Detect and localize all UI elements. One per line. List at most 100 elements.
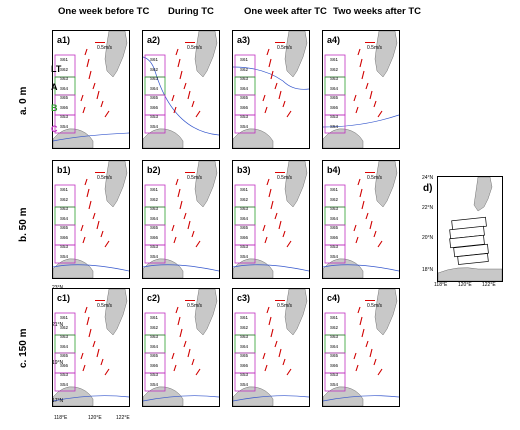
panel-map xyxy=(53,161,129,278)
station-label: S64 xyxy=(150,215,159,221)
panel-a3: a3) 0.5m/s S61 S62 S63 S64 S65 S66 S53 S54 xyxy=(232,30,310,149)
scale-arrow xyxy=(185,300,195,301)
row-label-150m: c. 150 m xyxy=(18,328,29,368)
station-label: S62 xyxy=(330,196,339,202)
station-label: S54 xyxy=(330,381,339,387)
station-label: S63 xyxy=(60,334,69,339)
scale-label: 0.5m/s xyxy=(187,303,203,309)
scale-arrow xyxy=(95,42,105,43)
station-label: S66 xyxy=(150,104,159,110)
scale-arrow xyxy=(95,300,105,301)
scale-label: 0.5m/s xyxy=(277,175,293,181)
station-label: S64 xyxy=(60,215,69,221)
station-label: S64 xyxy=(60,343,69,349)
station-label: S53 xyxy=(330,372,339,377)
panel-label: a4) xyxy=(327,35,341,45)
station-label: S66 xyxy=(60,362,69,368)
panel-map xyxy=(233,31,309,148)
station-label: S63 xyxy=(240,206,249,211)
station-label: S61 xyxy=(150,187,159,192)
station-label: S54 xyxy=(240,381,249,387)
panel-d-label: d) xyxy=(423,183,433,194)
station-label: S62 xyxy=(240,66,249,72)
panel-a4: a4) 0.5m/s S61 S62 S63 S64 S65 S66 S53 S54 xyxy=(322,30,400,149)
scale-arrow xyxy=(365,172,375,173)
station-label: S66 xyxy=(240,104,249,110)
station-label: S61 xyxy=(240,187,249,192)
station-label: S61 xyxy=(330,315,339,320)
panel-label: a1) xyxy=(57,35,71,45)
station-label: S65 xyxy=(240,95,249,100)
station-label: S53 xyxy=(330,114,339,119)
station-label: S64 xyxy=(330,343,339,349)
station-label: S65 xyxy=(60,353,69,358)
d-lat-22: 22°N xyxy=(422,205,434,211)
panel-c2: c2) 0.5m/s S61 S62 S63 S64 S65 S66 S53 S54 xyxy=(142,288,220,407)
station-label: S63 xyxy=(150,206,159,211)
station-label: S61 xyxy=(240,315,249,320)
panel-b1: b1) 0.5m/s S61 S62 S63 S64 S65 S66 S53 S54 xyxy=(52,160,130,279)
station-label: S66 xyxy=(330,362,339,368)
station-label: S54 xyxy=(150,381,159,387)
station-label: S54 xyxy=(240,253,249,259)
panel-a1: a1) 0.5m/s S61 S62 S63 S64 S65 S66 S53 S54 xyxy=(52,30,130,149)
panel-label: a2) xyxy=(147,35,161,45)
station-label: S63 xyxy=(150,334,159,339)
group-b-label: B xyxy=(51,103,58,113)
station-label: S62 xyxy=(240,196,249,202)
panel-map xyxy=(143,31,219,148)
station-label: S54 xyxy=(150,123,159,129)
station-label: S64 xyxy=(240,85,249,91)
station-label: S63 xyxy=(240,334,249,339)
d-lat-20: 20°N xyxy=(422,235,434,241)
station-label: S61 xyxy=(60,315,69,320)
panel-label: a3) xyxy=(237,35,251,45)
lon-label-120: 120°E xyxy=(88,415,102,421)
station-label: S65 xyxy=(150,95,159,100)
lon-label-118: 118°E xyxy=(54,415,68,421)
station-label: S54 xyxy=(60,253,69,259)
panel-label: c4) xyxy=(327,293,341,303)
station-label: S54 xyxy=(150,253,159,259)
scale-arrow xyxy=(365,42,375,43)
station-label: S64 xyxy=(240,343,249,349)
panel-d-map xyxy=(437,176,503,282)
station-label: S64 xyxy=(330,215,339,221)
station-label: S62 xyxy=(330,66,339,72)
station-label: S62 xyxy=(240,324,249,330)
panel-label: b1) xyxy=(57,165,71,175)
station-label: S66 xyxy=(240,234,249,240)
station-label: S61 xyxy=(150,315,159,320)
d-lon-122: 122°E xyxy=(482,282,496,288)
panel-b3: b3) 0.5m/s S61 S62 S63 S64 S65 S66 S53 S54 xyxy=(232,160,310,279)
station-label: S54 xyxy=(330,123,339,129)
station-label: S53 xyxy=(240,114,249,119)
station-label: S53 xyxy=(330,244,339,249)
panel-label: c1) xyxy=(57,293,71,303)
panel-label: c2) xyxy=(147,293,161,303)
d-lon-118: 118°E xyxy=(434,282,448,288)
row-label-50m: b. 50 m xyxy=(18,207,29,242)
scale-label: 0.5m/s xyxy=(97,175,113,181)
panel-map xyxy=(233,289,309,406)
panel-c3: c3) 0.5m/s S61 S62 S63 S64 S65 S66 S53 S54 xyxy=(232,288,310,407)
col-header-1: One week before TC xyxy=(58,6,150,17)
panel-label: b3) xyxy=(237,165,251,175)
station-label: S66 xyxy=(330,104,339,110)
station-label: S53 xyxy=(60,244,69,249)
scale-label: 0.5m/s xyxy=(187,45,203,51)
station-label: S65 xyxy=(330,225,339,230)
station-label: S53 xyxy=(150,244,159,249)
lat-label-19: 19°N xyxy=(52,360,64,366)
station-label: S62 xyxy=(60,66,69,72)
d-lat-24: 24°N xyxy=(422,175,434,181)
col-header-4: Two weeks after TC xyxy=(333,6,421,17)
station-label: S62 xyxy=(150,66,159,72)
station-label: S66 xyxy=(60,104,69,110)
panel-map xyxy=(323,161,399,278)
station-label: S61 xyxy=(330,57,339,62)
station-label: S53 xyxy=(240,372,249,377)
col-header-3: One week after TC xyxy=(244,6,327,17)
lat-label-21: 21°N xyxy=(52,322,64,328)
panel-c4: c4) 0.5m/s S61 S62 S63 S64 S65 S66 S53 S54 xyxy=(322,288,400,407)
